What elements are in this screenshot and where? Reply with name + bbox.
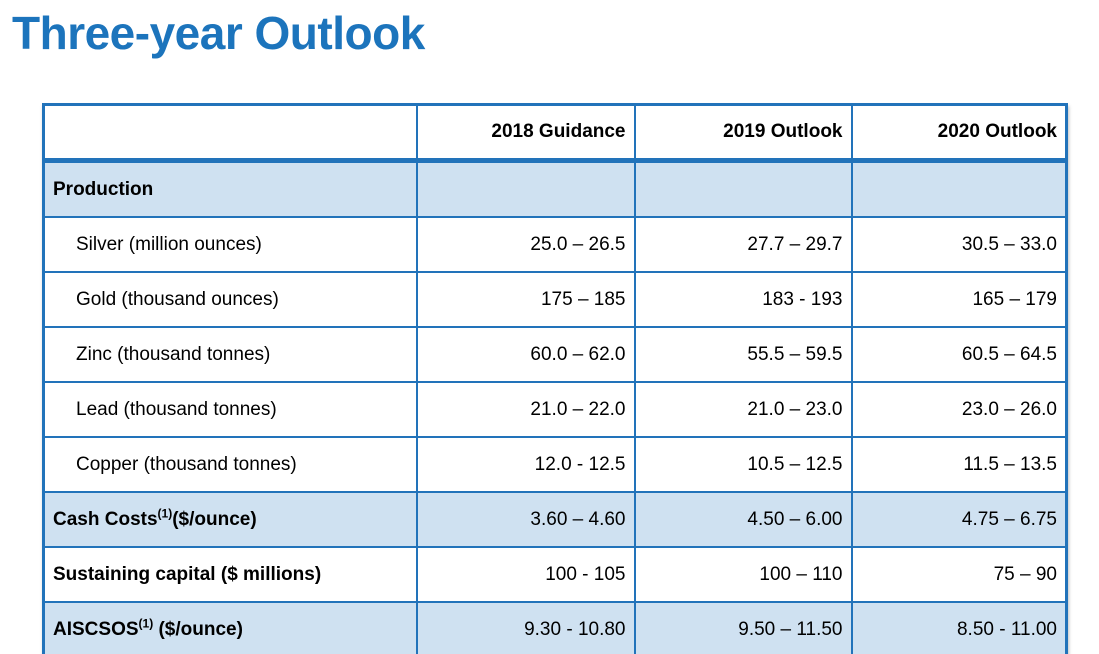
cell-value: 25.0 – 26.5: [415, 216, 636, 273]
cell-value: [850, 159, 1068, 218]
row-label: Gold (thousand ounces): [42, 271, 418, 328]
cell-value: 21.0 – 23.0: [633, 381, 853, 438]
cell-value: 183 - 193: [633, 271, 853, 328]
outlook-table: 2018 Guidance 2019 Outlook 2020 Outlook …: [42, 103, 1068, 654]
cell-value: 23.0 – 26.0: [850, 381, 1068, 438]
cell-value: 100 - 105: [415, 546, 636, 603]
row-label: Cash Costs(1)($/ounce): [42, 491, 418, 548]
cell-value: 11.5 – 13.5: [850, 436, 1068, 493]
row-label: Copper (thousand tonnes): [42, 436, 418, 493]
cell-value: 75 – 90: [850, 546, 1068, 603]
cell-value: 12.0 - 12.5: [415, 436, 636, 493]
table-row-copper: Copper (thousand tonnes) 12.0 - 12.5 10.…: [42, 436, 1068, 493]
table-row-zinc: Zinc (thousand tonnes) 60.0 – 62.0 55.5 …: [42, 326, 1068, 383]
footnote-marker: (1): [138, 616, 154, 631]
header-2020-outlook: 2020 Outlook: [850, 103, 1068, 163]
row-label: Lead (thousand tonnes): [42, 381, 418, 438]
row-label: AISCSOS(1) ($/ounce): [42, 601, 418, 654]
cell-value: 175 – 185: [415, 271, 636, 328]
table-row-aiscsos: AISCSOS(1) ($/ounce) 9.30 - 10.80 9.50 –…: [42, 601, 1068, 654]
table-header-row: 2018 Guidance 2019 Outlook 2020 Outlook: [42, 103, 1068, 163]
table-row-sustaining-capital: Sustaining capital ($ millions) 100 - 10…: [42, 546, 1068, 603]
page-title: Three-year Outlook: [12, 7, 425, 59]
table-row-gold: Gold (thousand ounces) 175 – 185 183 - 1…: [42, 271, 1068, 328]
cell-value: 100 – 110: [633, 546, 853, 603]
cell-value: 9.30 - 10.80: [415, 601, 636, 654]
table-row-silver: Silver (million ounces) 25.0 – 26.5 27.7…: [42, 216, 1068, 273]
row-label: Silver (million ounces): [42, 216, 418, 273]
cell-value: 21.0 – 22.0: [415, 381, 636, 438]
cell-value: 10.5 – 12.5: [633, 436, 853, 493]
table-row-cash-costs: Cash Costs(1)($/ounce) 3.60 – 4.60 4.50 …: [42, 491, 1068, 548]
cell-value: 60.0 – 62.0: [415, 326, 636, 383]
row-label: Sustaining capital ($ millions): [42, 546, 418, 603]
cell-value: 55.5 – 59.5: [633, 326, 853, 383]
footnote-marker: (1): [157, 506, 173, 521]
row-label: Zinc (thousand tonnes): [42, 326, 418, 383]
cell-value: 9.50 – 11.50: [633, 601, 853, 654]
row-label: Production: [42, 159, 418, 218]
table-row-production: Production: [42, 159, 1068, 218]
cell-value: 27.7 – 29.7: [633, 216, 853, 273]
cell-value: 30.5 – 33.0: [850, 216, 1068, 273]
cell-value: [415, 159, 636, 218]
cell-value: 4.50 – 6.00: [633, 491, 853, 548]
table-row-lead: Lead (thousand tonnes) 21.0 – 22.0 21.0 …: [42, 381, 1068, 438]
cell-value: 60.5 – 64.5: [850, 326, 1068, 383]
cell-value: [633, 159, 853, 218]
cell-value: 4.75 – 6.75: [850, 491, 1068, 548]
cell-value: 8.50 - 11.00: [850, 601, 1068, 654]
cell-value: 165 – 179: [850, 271, 1068, 328]
header-2018-guidance: 2018 Guidance: [415, 103, 636, 163]
header-empty-cell: [42, 103, 418, 163]
header-2019-outlook: 2019 Outlook: [633, 103, 853, 163]
cell-value: 3.60 – 4.60: [415, 491, 636, 548]
